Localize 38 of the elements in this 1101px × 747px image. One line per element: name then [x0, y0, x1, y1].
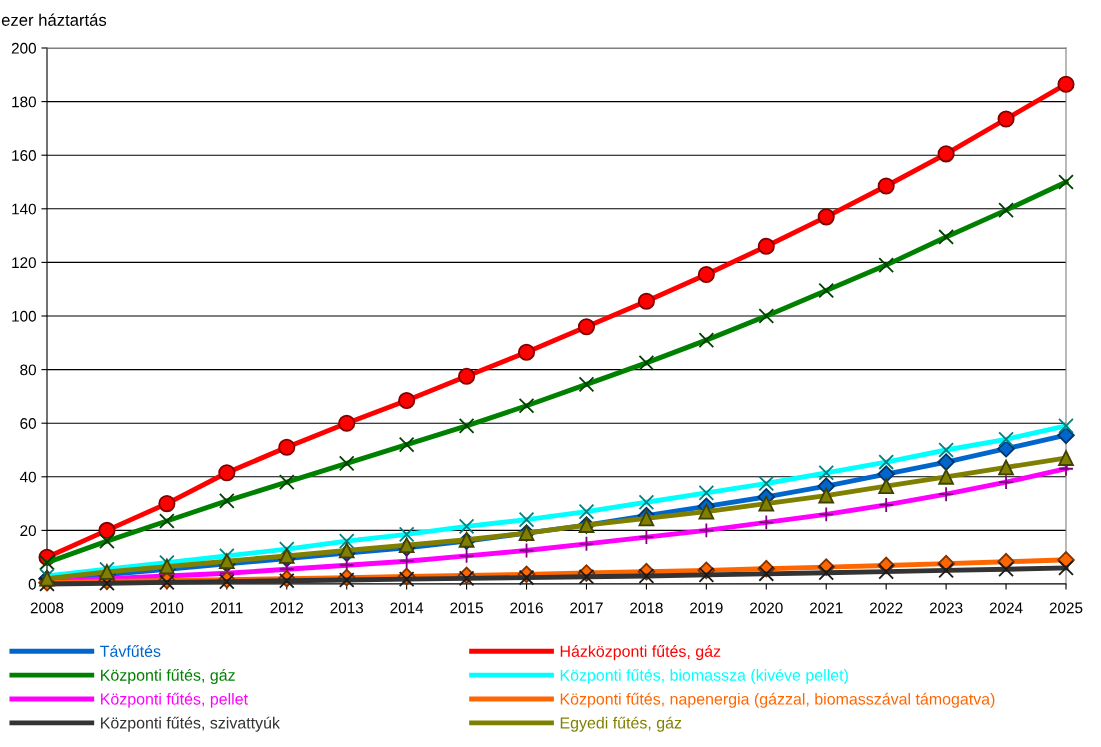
y-tick-label: 40 [19, 471, 36, 483]
x-tick-label: 2020 [750, 602, 783, 614]
y-axis-title: ezer háztartás [1, 13, 107, 26]
text: Központi fűtés, pellet [101, 692, 248, 708]
y-tick-label: 0 [28, 578, 36, 590]
x-tick-label: 2009 [90, 602, 124, 614]
text: Központi fűtés, gáz [101, 668, 235, 685]
x-tick-label: 2010 [150, 602, 184, 614]
y-tick-label: 100 [12, 310, 36, 322]
x-tick-label: 2014 [390, 602, 424, 614]
x-tick-label: 2011 [211, 602, 243, 614]
x-tick-label: 2021 [810, 602, 843, 614]
y-tick-label: 160 [12, 150, 36, 161]
y-tick-label: 140 [12, 203, 36, 215]
y-tick-label: 200 [11, 42, 36, 54]
y-tick-label: 120 [12, 257, 36, 269]
x-tick-label: 2023 [929, 602, 963, 614]
x-tick-label: 2015 [450, 602, 483, 614]
text: Központi fűtés, biomassza (kivéve pellet) [560, 668, 848, 685]
y-tick-label: 20 [20, 525, 36, 537]
x-tick-label: 2016 [510, 602, 543, 614]
x-tick-label: 2022 [869, 602, 903, 614]
y-tick-label: 60 [20, 418, 36, 429]
y-tick-label: 80 [20, 364, 36, 376]
x-tick-label: 2019 [690, 602, 723, 614]
text: Központi fűtés, napenergia (gázzal, biomasszával támogatva) [560, 692, 995, 708]
x-tick-label: 2024 [989, 602, 1023, 614]
text: Egyedi fűtés, gáz [560, 716, 682, 732]
x-tick-label: 2012 [270, 602, 303, 614]
x-tick-label: 2008 [30, 602, 64, 614]
x-tick-label: 2025 [1049, 602, 1083, 614]
x-tick-label: 2017 [570, 602, 603, 614]
x-tick-label: 2018 [630, 602, 663, 614]
y-tick-label: 180 [12, 96, 36, 108]
x-tick-label: 2013 [330, 602, 364, 614]
text: Központi fűtés, szivattyúk [101, 716, 280, 732]
text: Házközponti fűtés, gáz [560, 645, 721, 661]
text: Távfűtés [100, 645, 161, 657]
